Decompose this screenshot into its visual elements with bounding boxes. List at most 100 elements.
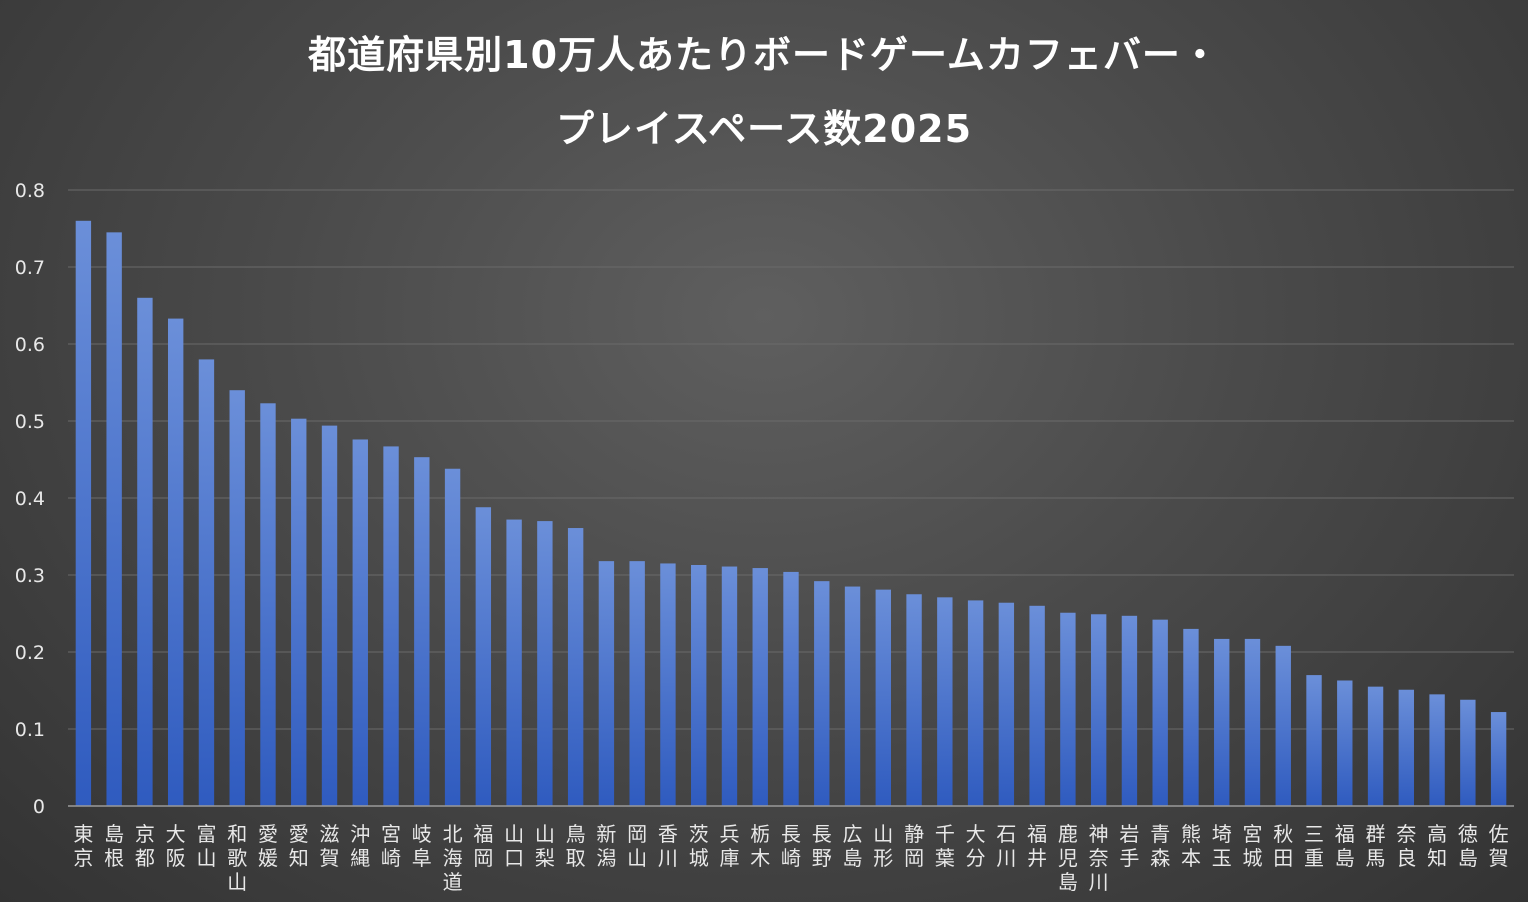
- bar-24: [814, 581, 830, 806]
- y-tick-label: 0.7: [15, 257, 45, 279]
- x-category-label: 兵庫: [719, 822, 739, 870]
- x-category-label: 栃木: [750, 822, 770, 870]
- bar-28: [937, 597, 953, 806]
- bar-1: [106, 232, 122, 807]
- bar-9: [352, 439, 368, 806]
- x-category-label: 宮崎: [381, 822, 401, 870]
- x-category-label: 鳥取: [566, 822, 586, 870]
- y-tick-label: 0.8: [15, 180, 45, 202]
- x-category-label: 徳島: [1458, 822, 1478, 870]
- bar-20: [691, 564, 707, 806]
- bar-33: [1090, 614, 1107, 806]
- bar-4: [198, 359, 215, 806]
- x-category-label: 愛知: [289, 822, 309, 870]
- bar-44: [1429, 694, 1445, 806]
- y-tick-label: 0.3: [15, 565, 45, 587]
- y-tick-label: 0.2: [15, 642, 45, 664]
- x-category-label: 秋田: [1273, 822, 1293, 870]
- bar-2: [137, 297, 153, 806]
- x-category-label: 新潟: [596, 822, 616, 870]
- x-category-label: 広島: [843, 822, 863, 870]
- x-category-label: 静岡: [904, 822, 924, 870]
- x-category-label: 宮城: [1242, 822, 1262, 870]
- x-category-label: 佐賀: [1489, 822, 1509, 870]
- bar-6: [260, 403, 276, 806]
- x-category-label: 石川: [996, 822, 1016, 870]
- bars: [75, 220, 1507, 807]
- x-category-label: 山形: [873, 822, 893, 870]
- y-tick-label: 0.6: [15, 334, 45, 356]
- x-category-label: 奈良: [1396, 822, 1416, 870]
- x-category-label: 京都: [135, 822, 155, 870]
- x-category-label: 山口: [504, 822, 524, 870]
- x-category-label: 福島: [1335, 822, 1355, 870]
- x-category-label: 長崎: [781, 822, 801, 870]
- x-category-label: 熊本: [1181, 822, 1201, 870]
- x-category-label: 山梨: [535, 822, 555, 870]
- x-category-label: 香川: [658, 822, 678, 870]
- bar-40: [1306, 675, 1322, 806]
- bar-29: [967, 600, 984, 806]
- bar-10: [383, 446, 399, 806]
- bar-13: [475, 507, 492, 806]
- x-category-label: 福井: [1027, 822, 1047, 870]
- x-category-label: 長野: [812, 822, 832, 870]
- bar-39: [1275, 645, 1291, 806]
- x-category-label: 神奈川: [1089, 822, 1109, 894]
- bar-37: [1214, 638, 1230, 806]
- bar-36: [1183, 628, 1199, 806]
- bar-31: [1029, 605, 1045, 806]
- bar-23: [783, 571, 799, 806]
- x-category-label: 鹿児島: [1058, 822, 1078, 894]
- bar-0: [75, 220, 92, 807]
- bar-21: [721, 566, 738, 806]
- bar-12: [444, 468, 461, 806]
- bar-42: [1367, 686, 1384, 806]
- x-category-label: 岐阜: [412, 822, 432, 870]
- bar-11: [414, 457, 430, 806]
- y-tick-label: 0.1: [15, 719, 45, 741]
- bar-35: [1152, 619, 1168, 806]
- bar-18: [629, 561, 645, 806]
- x-category-label: 群馬: [1366, 822, 1386, 870]
- bar-15: [537, 521, 553, 806]
- y-tick-label: 0.5: [15, 411, 45, 433]
- bar-46: [1490, 712, 1507, 806]
- bar-30: [998, 602, 1015, 806]
- bar-34: [1121, 615, 1138, 806]
- bar-14: [506, 519, 522, 806]
- chart-title-line-1: 都道府県別10万人あたりボードゲームカフェバー・: [308, 33, 1220, 77]
- x-category-label: 沖縄: [350, 822, 370, 870]
- x-category-label: 富山: [196, 822, 216, 870]
- bar-19: [660, 563, 676, 806]
- x-axis-category-labels: 東京島根京都大阪富山和歌山愛媛愛知滋賀沖縄宮崎岐阜北海道福岡山口山梨鳥取新潟岡山…: [73, 822, 1508, 894]
- y-tick-label: 0.4: [15, 488, 45, 510]
- x-category-label: 三重: [1304, 822, 1324, 870]
- x-category-label: 福岡: [473, 822, 493, 870]
- x-category-label: 青森: [1150, 822, 1170, 870]
- y-axis-ticks: 0 0.1 0.2 0.3 0.4 0.5 0.6 0.7 0.8: [15, 180, 45, 818]
- bar-5: [229, 390, 245, 806]
- bar-26: [875, 589, 891, 806]
- x-category-label: 埼玉: [1212, 822, 1232, 870]
- x-category-label: 岡山: [627, 822, 647, 870]
- x-category-label: 東京: [73, 822, 93, 870]
- bar-22: [752, 568, 768, 806]
- x-category-label: 和歌山: [227, 822, 247, 894]
- x-category-label: 大阪: [166, 822, 186, 870]
- x-category-label: 大分: [966, 822, 986, 870]
- bar-41: [1337, 680, 1353, 806]
- x-category-label: 滋賀: [320, 822, 340, 870]
- bar-25: [844, 586, 861, 806]
- bar-38: [1244, 638, 1261, 806]
- x-category-label: 愛媛: [258, 822, 278, 870]
- x-category-label: 高知: [1427, 822, 1447, 870]
- x-category-label: 茨城: [689, 822, 709, 870]
- bar-8: [321, 425, 338, 806]
- bar-45: [1460, 699, 1476, 806]
- bar-3: [167, 318, 184, 806]
- bar-16: [567, 528, 584, 806]
- x-category-label: 千葉: [935, 822, 955, 870]
